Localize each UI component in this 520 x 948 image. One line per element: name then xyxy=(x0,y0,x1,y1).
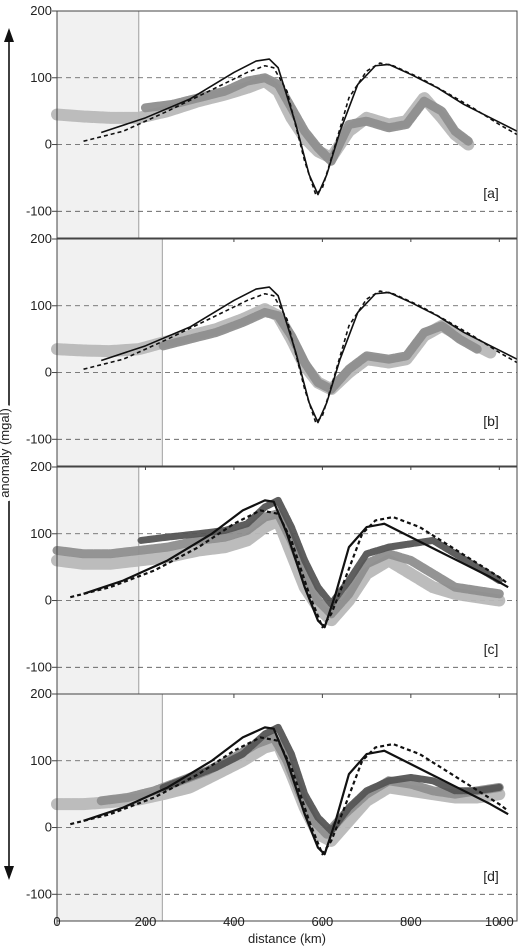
y-tick-label: 100 xyxy=(30,753,52,768)
observation-series xyxy=(158,307,482,394)
y-tick-label: -100 xyxy=(26,886,52,901)
x-tick-label: 400 xyxy=(223,914,245,929)
y-axis-arrow xyxy=(4,28,14,880)
y-tick-label: -100 xyxy=(26,203,52,218)
x-tick-label: 800 xyxy=(400,914,422,929)
observation-series xyxy=(140,73,473,166)
model-solid-line xyxy=(100,58,518,196)
y-tick-label: 0 xyxy=(45,593,52,608)
y-tick-label: 200 xyxy=(30,459,52,474)
panel-d: 200 100 0 -100 [d] xyxy=(26,686,518,925)
panel-c: 200 100 0 -100 [c] xyxy=(26,459,518,698)
panel-label: [a] xyxy=(483,185,499,201)
x-tick-label: 200 xyxy=(135,914,157,929)
x-axis-label: distance (km) xyxy=(248,931,326,946)
panel-label: [d] xyxy=(483,868,499,884)
model-solid-line xyxy=(83,499,509,629)
chart-panels: 200 100 0 -100 [a] 200 100 0 -100 [b] 200 100 0 -100 [… xyxy=(26,3,518,925)
x-tick-label: 1000 xyxy=(485,914,514,929)
y-tick-label: -100 xyxy=(26,659,52,674)
y-axis-label: anomaly (mgal) xyxy=(0,408,12,498)
panel-label: [b] xyxy=(483,413,499,429)
y-tick-label: 200 xyxy=(30,686,52,701)
panel-frame xyxy=(56,238,518,467)
y-tick-label: 0 xyxy=(45,137,52,152)
y-tick-label: 200 xyxy=(30,3,52,18)
panel-b: 200 100 0 -100 [b] xyxy=(26,231,518,470)
y-tick-label: 100 xyxy=(30,526,52,541)
panel-frame xyxy=(56,693,518,922)
y-tick-label: -100 xyxy=(26,431,52,446)
model-solid-line xyxy=(83,726,509,856)
x-tick-label: 0 xyxy=(53,914,60,929)
panel-a: 200 100 0 -100 [a] xyxy=(26,3,518,242)
y-tick-label: 0 xyxy=(45,820,52,835)
y-tick-label: 200 xyxy=(30,231,52,246)
x-tick-labels: 0 200 400 600 800 1000 xyxy=(53,914,513,929)
y-tick-label: 0 xyxy=(45,365,52,380)
panel-frame xyxy=(56,10,518,239)
y-tick-label: 100 xyxy=(30,298,52,313)
y-tick-label: 100 xyxy=(30,70,52,85)
observation-series xyxy=(159,723,503,835)
x-tick-label: 600 xyxy=(312,914,334,929)
model-solid-line xyxy=(100,286,518,424)
panel-label: [c] xyxy=(484,641,499,657)
